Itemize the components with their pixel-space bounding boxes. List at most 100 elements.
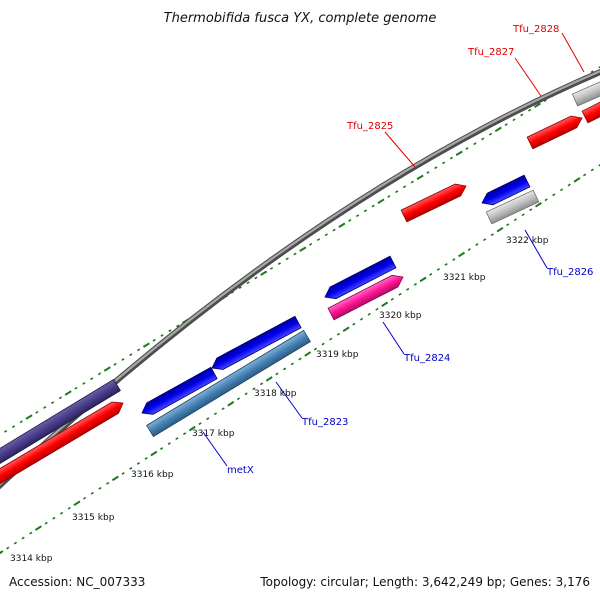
tick-mark	[520, 113, 524, 117]
tick-mark	[338, 222, 346, 228]
accession-text: Accession: NC_007333	[9, 575, 145, 589]
tick-mark	[559, 188, 564, 192]
tick-mark	[406, 287, 410, 291]
gene-tfu-2828-red-shape	[581, 94, 600, 124]
tick-mark	[504, 123, 508, 126]
tick-mark	[213, 412, 218, 416]
tick-mark	[494, 126, 502, 133]
tick-mark	[29, 531, 33, 535]
tick-mark	[598, 164, 600, 167]
gene-blue-3320	[324, 255, 397, 300]
tick-mark	[473, 142, 477, 146]
gene-blue-3318b	[211, 315, 302, 370]
tick-mark	[52, 516, 56, 520]
tick-mark	[482, 238, 487, 242]
gene-tfu-2824	[327, 274, 404, 321]
tick-mark	[34, 525, 42, 531]
tick-mark	[254, 276, 258, 280]
gene-label-tfu-2828: Tfu_2828	[512, 24, 559, 35]
tick-mark	[590, 70, 594, 74]
leader-tfu-2823	[275, 381, 303, 419]
tick-mark	[410, 180, 414, 184]
map-title: Thermobifida fusca YX, complete genome	[164, 11, 437, 26]
tick-mark	[398, 292, 402, 296]
tick-mark	[90, 491, 94, 495]
leader-metx	[202, 431, 228, 467]
tick-mark	[455, 150, 463, 156]
gene-red-left-shape	[0, 401, 124, 489]
tick-mark	[449, 156, 454, 160]
tick-mark	[434, 166, 438, 170]
tick-mark	[381, 301, 389, 308]
tick-mark	[324, 233, 328, 237]
tick-mark	[321, 342, 325, 346]
tick-mark	[136, 462, 141, 465]
tick-mark	[25, 414, 33, 420]
gene-tfu-2823	[146, 329, 311, 438]
tick-mark	[387, 195, 391, 198]
tick-mark	[59, 511, 64, 515]
genome-summary-text: Topology: circular; Length: 3,642,249 bp…	[259, 575, 590, 589]
tick-mark	[67, 506, 71, 510]
gene-blue-3318a	[141, 366, 218, 415]
tick-mark	[129, 467, 133, 470]
gene-label-tfu-2826: Tfu_2826	[546, 267, 593, 278]
tick-mark	[590, 168, 594, 172]
tick-mark	[465, 147, 469, 150]
tick-mark	[367, 312, 371, 316]
gene-tfu-2825	[400, 183, 467, 223]
tick-mark	[490, 233, 494, 237]
tick-mark	[206, 417, 210, 421]
gene-tfu-2827	[526, 115, 583, 150]
tick-mark	[304, 351, 312, 357]
tick-mark	[419, 276, 427, 283]
gene-tfu-2826-gray-shape	[485, 189, 540, 225]
tick-mark	[363, 209, 368, 213]
tick-mark	[316, 238, 321, 241]
gene-label-tfu-2823: Tfu_2823	[301, 417, 348, 428]
gene-tfu-2826-gray	[485, 189, 540, 225]
tick-mark	[277, 262, 282, 265]
leader-tfu-2826	[524, 229, 548, 269]
tick-mark	[82, 496, 87, 500]
tick-mark	[573, 177, 581, 183]
kbp-label: 3320 kbp	[379, 311, 422, 321]
tick-mark	[121, 358, 125, 361]
tick-mark	[106, 481, 110, 485]
kbp-label: 3317 kbp	[192, 429, 235, 439]
tick-mark	[198, 422, 202, 426]
tick-mark	[521, 213, 525, 217]
tick-mark	[168, 329, 172, 333]
tick-mark	[355, 214, 360, 218]
tick-mark	[426, 171, 430, 174]
tick-mark	[390, 297, 394, 301]
tick-mark	[160, 334, 164, 337]
tick-mark	[402, 185, 407, 189]
tick-mark	[269, 267, 274, 270]
tick-mark	[103, 366, 111, 372]
gene-blue-3318a-shape	[141, 366, 218, 415]
tick-mark	[90, 377, 94, 381]
tick-mark	[285, 257, 289, 261]
tick-mark	[413, 282, 418, 286]
tick-mark	[512, 118, 516, 122]
tick-mark	[395, 190, 399, 194]
tick-marks	[0, 66, 600, 555]
kbp-label: 3321 kbp	[443, 273, 486, 283]
gene-tfu-2827-shape	[526, 115, 583, 150]
tick-mark	[97, 372, 102, 376]
gene-navy-left-shape	[0, 378, 121, 469]
gene-blue-3318b-shape	[211, 315, 302, 370]
kbp-label: 3322 kbp	[506, 236, 549, 246]
tick-mark	[167, 442, 171, 445]
tick-mark	[444, 263, 448, 266]
gene-label-tfu-2827: Tfu_2827	[467, 47, 514, 58]
tick-mark	[64, 390, 72, 396]
tick-mark	[188, 425, 196, 432]
tick-mark	[259, 382, 264, 386]
tick-mark	[513, 218, 518, 222]
tick-mark	[82, 382, 86, 385]
tick-mark	[481, 137, 485, 141]
gene-tfu-2826-blue-shape	[481, 174, 531, 206]
